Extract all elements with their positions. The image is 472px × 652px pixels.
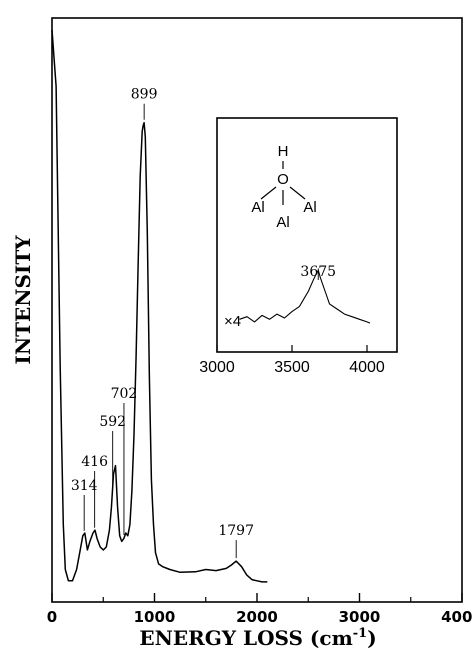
x-tick-label: 2000 xyxy=(236,608,278,626)
peak-label: 702 xyxy=(111,386,138,402)
inset-multiplier-label: ×4 xyxy=(224,313,241,330)
x-tick-label: 4000 xyxy=(441,608,472,626)
inset-peak-label-group: 3675 xyxy=(300,264,336,280)
peak-label: 899 xyxy=(131,87,158,103)
inset-series-line xyxy=(239,269,371,324)
spectrum-series-line xyxy=(51,29,268,583)
inset-series-group xyxy=(239,269,371,324)
inset-x-axis-tick-labels: 3000 3500 4000 xyxy=(199,359,385,376)
x-axis-tick-labels: 0 1000 2000 3000 4000 xyxy=(47,608,472,626)
molecule-atom-h: H xyxy=(278,143,289,160)
molecule-atom-o: O xyxy=(277,171,289,188)
x-axis-title-superscript: -1 xyxy=(353,626,367,641)
x-axis-ticks xyxy=(51,593,463,602)
molecule-diagram: H O Al Al Al xyxy=(251,143,316,231)
peak-label: 416 xyxy=(81,454,108,470)
x-axis-title: ENERGY LOSS (cm-1) xyxy=(139,626,376,650)
main-series-group xyxy=(51,29,268,583)
inset-x-tick-label: 4000 xyxy=(349,359,385,376)
peak-label: 592 xyxy=(99,414,126,430)
peak-labels-group: 314 416 592 702 899 1797 xyxy=(71,87,254,559)
x-tick-label: 0 xyxy=(47,608,57,626)
molecule-atom-al-left: Al xyxy=(251,199,264,216)
inset-x-axis-ticks xyxy=(216,345,368,352)
inset-x-tick-label: 3000 xyxy=(199,359,235,376)
inset-peak-label: 3675 xyxy=(300,264,336,280)
x-tick-label: 3000 xyxy=(339,608,381,626)
bond-o-al-left xyxy=(260,186,277,200)
y-axis-title: INTENSITY xyxy=(11,235,35,365)
molecule-atom-al-bottom: Al xyxy=(276,214,289,231)
bond-o-al-right xyxy=(289,186,306,200)
peak-label: 314 xyxy=(71,478,98,494)
inset-frame xyxy=(216,117,398,353)
inset-x-tick-label: 3500 xyxy=(274,359,310,376)
x-tick-label: 1000 xyxy=(134,608,176,626)
molecule-atom-al-right: Al xyxy=(303,199,316,216)
inset-panel: H O Al Al Al ×4 3675 3000 3500 4000 xyxy=(199,117,398,376)
peak-label: 1797 xyxy=(218,523,254,539)
